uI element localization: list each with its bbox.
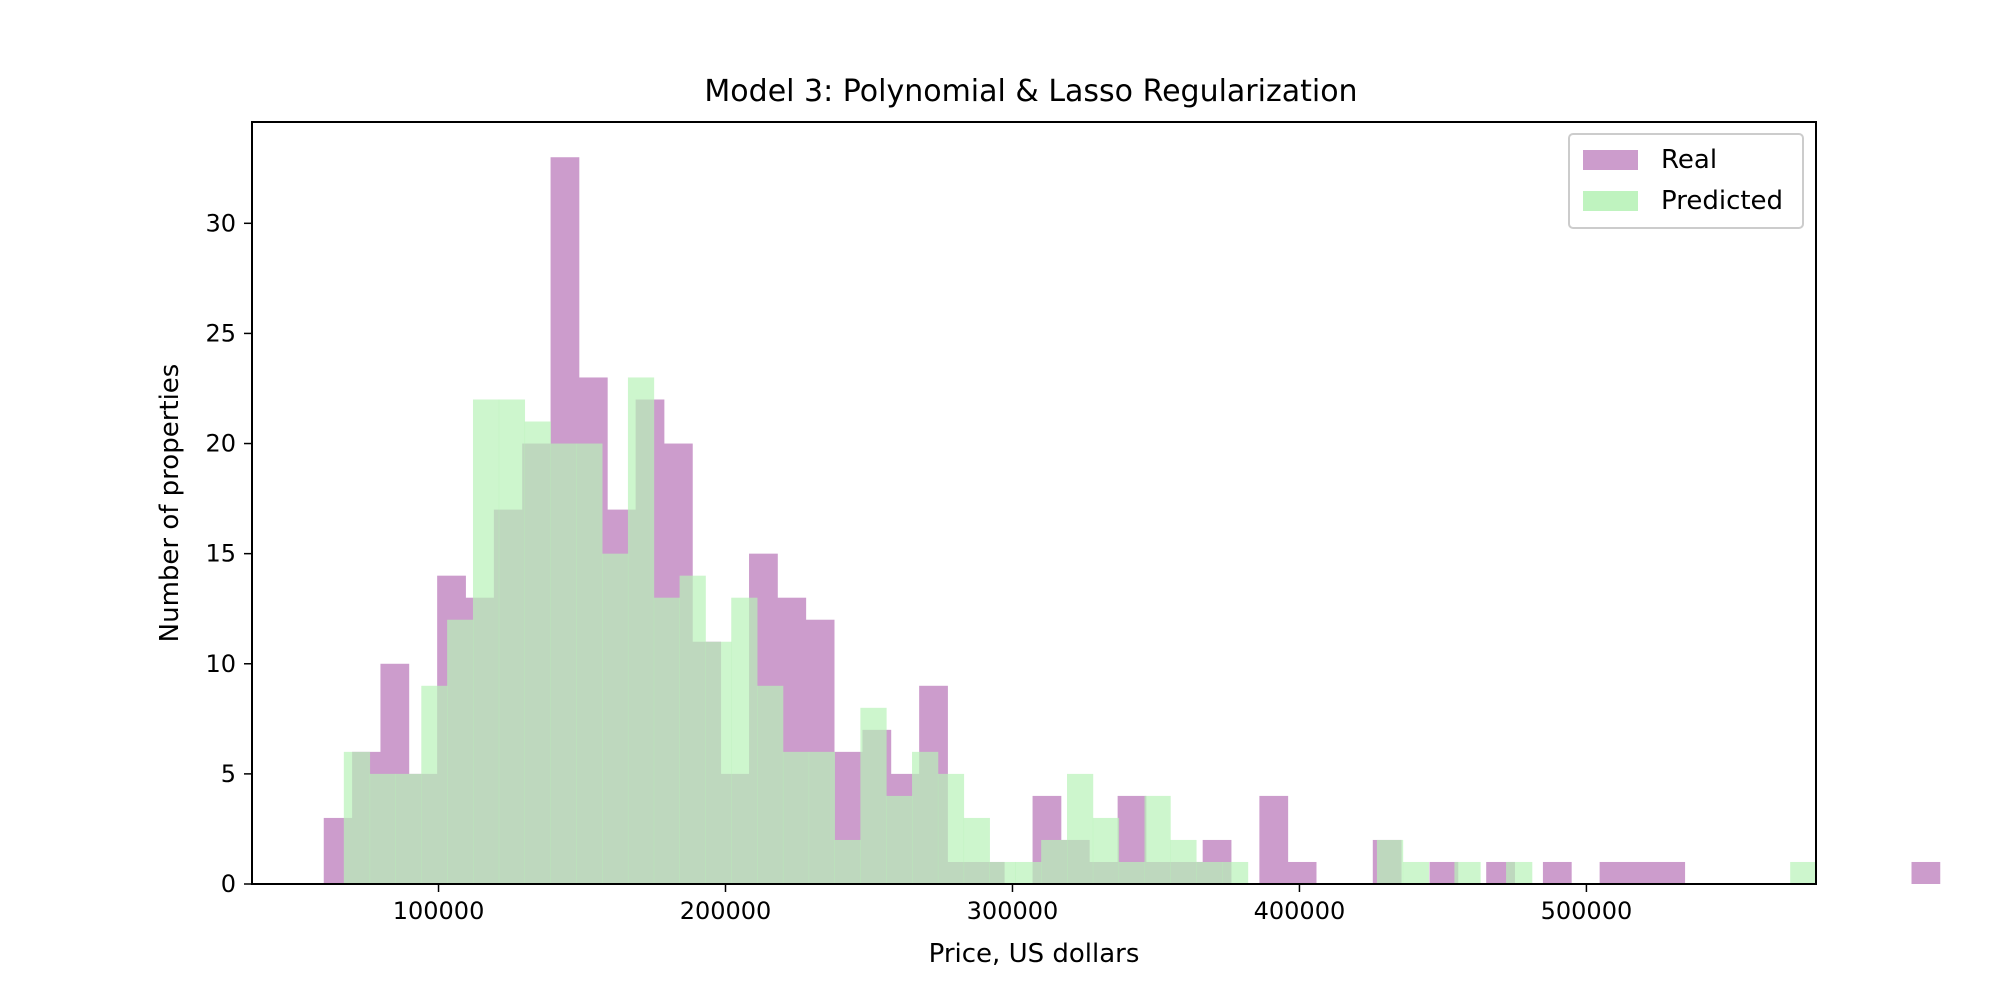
real-bar <box>1656 861 1686 884</box>
y-tick-label: 0 <box>221 870 236 898</box>
predicted-bar <box>860 707 887 884</box>
legend-label-real: Real <box>1661 145 1717 175</box>
real-bar <box>1259 795 1289 884</box>
real-bar <box>1429 861 1459 884</box>
chart-title: Model 3: Polynomial & Lasso Regularizati… <box>704 74 1357 109</box>
y-axis-label: Number of properties <box>155 364 185 643</box>
predicted-bar <box>912 751 939 884</box>
y-tick-label: 25 <box>205 319 236 347</box>
legend: Real Predicted <box>1568 133 1804 229</box>
predicted-bar <box>447 619 474 884</box>
x-axis-ticks: 100000 200000 300000 400000 500000 <box>393 884 1633 925</box>
plot-frame <box>251 121 1817 885</box>
legend-label-predicted: Predicted <box>1661 186 1783 216</box>
predicted-bar <box>1067 773 1094 884</box>
predicted-series-bars <box>343 377 1817 884</box>
predicted-bar <box>343 751 371 884</box>
predicted-bar <box>937 773 965 884</box>
x-tick-label: 200000 <box>680 897 772 925</box>
y-tick-label: 10 <box>205 650 236 678</box>
x-tick-label: 100000 <box>393 897 485 925</box>
y-tick-label: 30 <box>205 209 236 237</box>
predicted-bar <box>679 575 706 884</box>
predicted-bar <box>886 795 913 884</box>
predicted-bar <box>550 443 577 884</box>
real-bar <box>1599 861 1629 884</box>
x-tick-label: 300000 <box>967 897 1059 925</box>
predicted-bar <box>731 597 758 884</box>
predicted-bar <box>1170 839 1197 884</box>
x-tick-label: 500000 <box>1541 897 1633 925</box>
predicted-bar <box>1041 839 1068 884</box>
real-bar <box>1627 861 1657 884</box>
legend-swatch-real <box>1583 150 1638 170</box>
predicted-bar <box>808 751 835 884</box>
predicted-bar <box>1196 861 1223 884</box>
predicted-bar <box>627 377 655 884</box>
predicted-bar <box>1790 861 1817 884</box>
predicted-bar <box>602 553 629 884</box>
predicted-bar <box>369 773 396 884</box>
predicted-bar <box>472 399 500 884</box>
predicted-bar <box>963 817 990 884</box>
predicted-bar <box>989 861 1016 884</box>
y-axis-ticks: 0 5 10 15 20 25 30 <box>205 209 252 898</box>
predicted-bar <box>782 751 810 884</box>
real-bar <box>1287 861 1317 884</box>
y-tick-label: 20 <box>205 430 236 458</box>
predicted-bar <box>1144 795 1171 884</box>
predicted-bar <box>524 421 551 884</box>
y-tick-label: 5 <box>221 760 236 788</box>
predicted-bar <box>1402 861 1429 884</box>
real-bar <box>1542 861 1572 884</box>
predicted-bar <box>1454 861 1481 884</box>
predicted-bar <box>498 399 526 884</box>
predicted-bar <box>421 685 448 884</box>
predicted-bar <box>653 597 680 884</box>
legend-swatch-predicted <box>1583 191 1638 211</box>
predicted-bar <box>1221 861 1249 884</box>
predicted-bar <box>395 773 422 884</box>
predicted-bar <box>1092 817 1120 884</box>
predicted-bar <box>1015 861 1042 884</box>
predicted-bar <box>576 443 603 884</box>
predicted-bar <box>834 839 861 884</box>
predicted-bar <box>1376 839 1404 884</box>
x-axis-label: Price, US dollars <box>929 939 1140 969</box>
predicted-bar <box>1506 861 1533 884</box>
predicted-bar <box>705 641 732 884</box>
y-tick-label: 15 <box>205 540 236 568</box>
real-bar <box>1911 861 1941 884</box>
predicted-bar <box>757 685 784 884</box>
x-tick-label: 400000 <box>1254 897 1346 925</box>
predicted-bar <box>1118 861 1145 884</box>
